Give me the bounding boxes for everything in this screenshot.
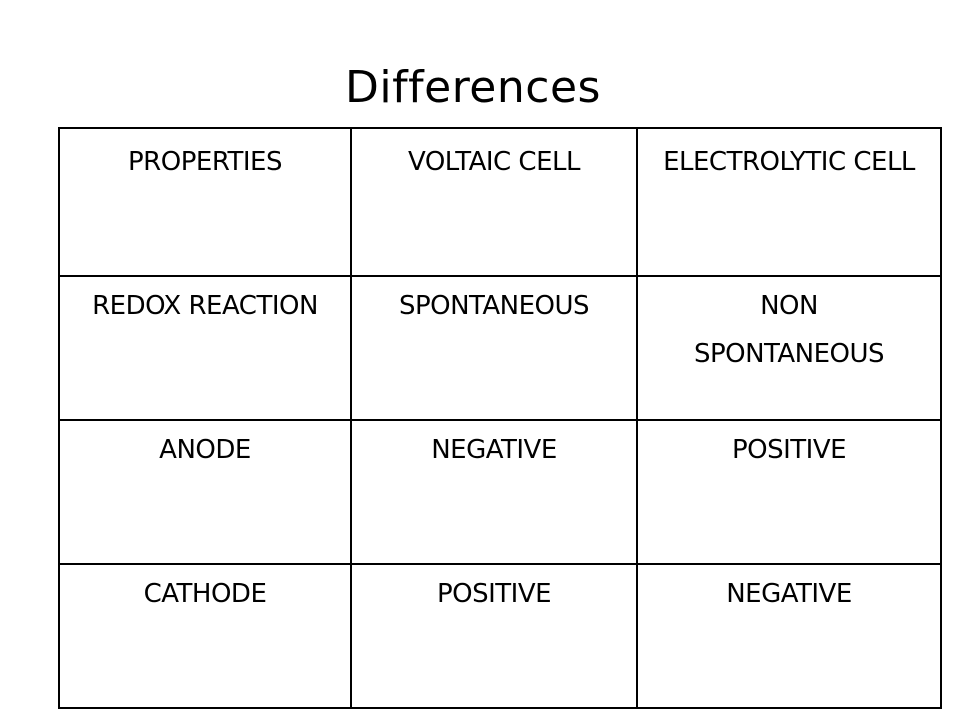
cell-electrolytic-line: NON: [760, 291, 818, 321]
cell-voltaic: SPONTANEOUS: [350, 275, 638, 421]
header-cell-electrolytic-cell: ELECTROLYTIC CELL: [636, 127, 942, 277]
cell-electrolytic: POSITIVE: [636, 419, 942, 565]
cell-property: ANODE: [58, 419, 352, 565]
cell-voltaic: NEGATIVE: [350, 419, 638, 565]
cell-electrolytic: NON SPONTANEOUS: [636, 275, 942, 421]
slide-title: Differences: [345, 62, 601, 113]
table-header-row: PROPERTIES VOLTAIC CELL ELECTROLYTIC CEL…: [58, 127, 942, 277]
differences-table: PROPERTIES VOLTAIC CELL ELECTROLYTIC CEL…: [58, 127, 942, 709]
table-row: REDOX REACTION SPONTANEOUS NON SPONTANEO…: [58, 275, 942, 421]
table-row: ANODE NEGATIVE POSITIVE: [58, 419, 942, 565]
header-cell-voltaic-cell: VOLTAIC CELL: [350, 127, 638, 277]
header-cell-properties: PROPERTIES: [58, 127, 352, 277]
cell-voltaic: POSITIVE: [350, 563, 638, 709]
cell-property: REDOX REACTION: [58, 275, 352, 421]
cell-property: CATHODE: [58, 563, 352, 709]
cell-electrolytic: NEGATIVE: [636, 563, 942, 709]
table-row: CATHODE POSITIVE NEGATIVE: [58, 563, 942, 709]
cell-electrolytic-line: SPONTANEOUS: [693, 339, 885, 369]
